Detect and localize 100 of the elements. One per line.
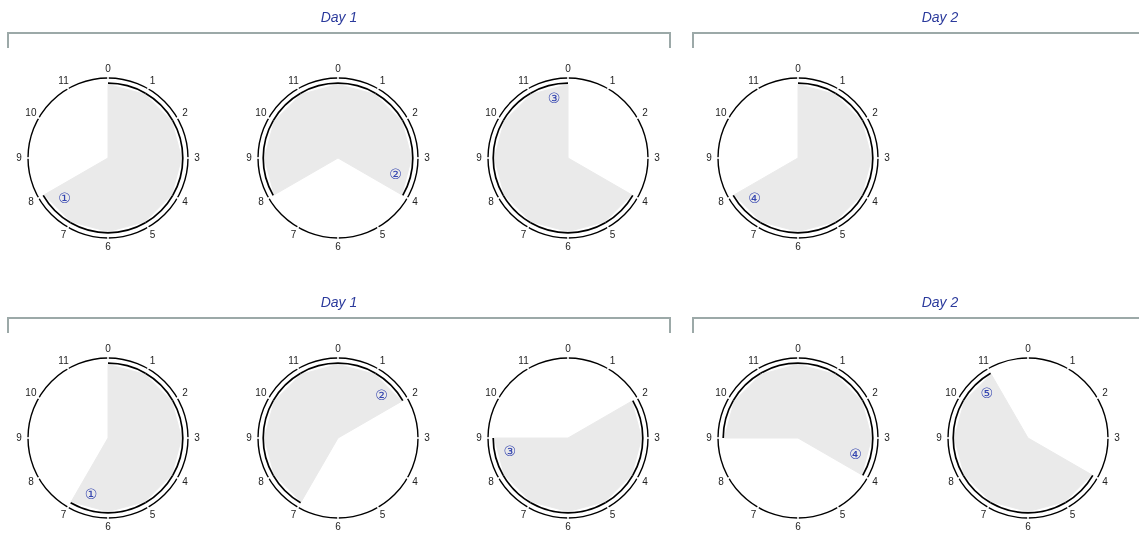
spoke-label: 8	[948, 476, 955, 488]
spoke-label: 3	[194, 151, 201, 163]
spoke-label: 0	[565, 62, 572, 74]
spoke-label: 5	[839, 508, 846, 520]
spoke-label: 1	[609, 74, 616, 86]
spoke-label: 2	[1102, 387, 1109, 399]
spoke-label: 8	[28, 476, 35, 488]
spoke-label: 3	[1114, 431, 1121, 443]
spoke-label: 3	[424, 151, 431, 163]
spoke-label: 3	[884, 151, 891, 163]
spoke-label: 5	[149, 508, 156, 520]
spoke-label: 7	[290, 508, 297, 520]
spoke-label: 8	[28, 196, 35, 208]
series-label: ④	[748, 189, 761, 206]
spoke-label: 1	[839, 74, 846, 86]
spoke-label: 11	[748, 74, 760, 86]
series-label: ②	[389, 165, 402, 182]
spoke-label: 5	[609, 508, 616, 520]
spoke-label: 11	[58, 74, 70, 86]
spoke-label: 7	[60, 508, 67, 520]
spoke-label: 5	[379, 508, 386, 520]
spoke-label: 9	[936, 431, 943, 443]
spoke-label: 6	[565, 240, 572, 252]
spoke-label: 11	[288, 354, 300, 366]
spoke-label: 2	[872, 107, 879, 119]
spoke-label: 5	[1069, 508, 1076, 520]
spoke-label: 0	[335, 342, 342, 354]
spoke-label: 9	[476, 431, 483, 443]
spoke-label: 2	[642, 387, 649, 399]
series-label: ③	[503, 442, 516, 459]
spoke-label: 4	[412, 196, 419, 208]
spoke-label: 2	[642, 107, 649, 119]
spoke-label: 7	[520, 508, 527, 520]
spoke-label: 9	[246, 431, 253, 443]
spoke-label: 11	[978, 354, 990, 366]
spoke-label: 0	[105, 342, 112, 354]
spoke-label: 4	[642, 196, 649, 208]
spoke-label: 9	[246, 151, 253, 163]
spoke-label: 6	[795, 520, 802, 532]
spoke-label: 6	[795, 240, 802, 252]
spoke-label: 1	[149, 354, 156, 366]
spoke-label: 0	[565, 342, 572, 354]
text: Day 2	[920, 8, 960, 26]
spoke-label: 11	[518, 74, 530, 86]
spoke-label: 9	[706, 431, 713, 443]
spoke-label: 8	[488, 196, 495, 208]
spoke-label: 0	[795, 62, 802, 74]
spoke-label: 7	[520, 228, 527, 240]
spoke-label: 3	[194, 431, 201, 443]
series-label: ④	[849, 445, 862, 462]
spoke-label: 7	[290, 228, 297, 240]
spoke-label: 4	[1102, 476, 1109, 488]
spoke-label: 4	[642, 476, 649, 488]
spoke-label: 10	[715, 107, 727, 119]
spoke-label: 1	[609, 354, 616, 366]
spoke-label: 2	[872, 387, 879, 399]
spoke-label: 0	[335, 62, 342, 74]
spoke-label: 6	[105, 240, 112, 252]
spoke-label: 3	[654, 431, 661, 443]
spoke-label: 10	[255, 387, 267, 399]
spoke-label: 5	[149, 228, 156, 240]
text: Day 1	[319, 293, 359, 311]
text: Day 1	[319, 8, 359, 26]
spoke-label: 4	[412, 476, 419, 488]
spoke-label: 8	[488, 476, 495, 488]
spoke-label: 3	[884, 431, 891, 443]
spoke-label: 9	[706, 151, 713, 163]
series-label: ①	[58, 189, 71, 206]
spoke-label: 6	[565, 520, 572, 532]
spoke-label: 6	[105, 520, 112, 532]
spoke-label: 1	[379, 74, 386, 86]
spoke-label: 4	[182, 476, 189, 488]
spoke-label: 2	[182, 107, 189, 119]
spoke-label: 8	[718, 196, 725, 208]
spoke-label: 0	[795, 342, 802, 354]
spoke-label: 9	[16, 431, 23, 443]
spoke-label: 5	[609, 228, 616, 240]
spoke-label: 0	[1025, 342, 1032, 354]
spoke-label: 1	[1069, 354, 1076, 366]
spoke-label: 11	[748, 354, 760, 366]
spoke-label: 0	[105, 62, 112, 74]
spoke-label: 5	[379, 228, 386, 240]
spoke-label: 2	[412, 107, 419, 119]
spoke-label: 7	[750, 228, 757, 240]
spoke-label: 3	[424, 431, 431, 443]
spoke-label: 10	[715, 387, 727, 399]
series-label: ①	[84, 486, 98, 503]
spoke-label: 6	[1025, 520, 1032, 532]
spoke-label: 1	[379, 354, 386, 366]
spoke-label: 9	[16, 151, 23, 163]
spoke-label: 3	[654, 151, 661, 163]
spoke-label: 11	[518, 354, 530, 366]
spoke-label: 2	[412, 387, 419, 399]
spoke-label: 10	[485, 107, 497, 119]
spoke-label: 10	[485, 387, 497, 399]
spoke-label: 8	[718, 476, 725, 488]
spoke-label: 10	[25, 387, 37, 399]
spoke-label: 5	[839, 228, 846, 240]
spoke-label: 9	[476, 151, 483, 163]
series-label: ③	[547, 90, 561, 107]
